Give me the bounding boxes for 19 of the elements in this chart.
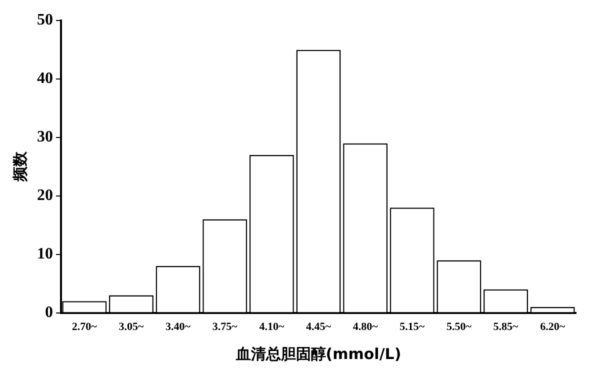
y-tick-label: 50 [37,12,53,29]
y-tick-label: 40 [37,70,53,88]
y-tick-label: 10 [37,246,53,262]
y-axis-title: 频数 [10,150,29,183]
x-tick-label: 5.15~ [400,321,425,334]
x-tick-label: 3.75~ [212,321,238,334]
x-tick-label: 3.05~ [118,321,144,334]
x-tick-label: 4.10~ [259,321,284,334]
x-tick-label: 6.20~ [540,321,566,334]
x-tick-label: 2.70~ [72,321,98,334]
x-axis-title: 血清总胆固醇(mmol/L) [234,344,402,363]
y-tick-label: 30 [37,128,53,146]
x-tick-label: 3.40~ [166,321,191,334]
x-tick-label: 4.80~ [352,321,378,334]
y-tick-label: 20 [37,187,53,204]
x-tick-label: 5.50~ [446,321,472,334]
x-tick-label: 4.45~ [306,321,332,334]
y-tick-label: 0 [45,304,53,321]
x-tick-label: 5.85~ [493,321,519,334]
